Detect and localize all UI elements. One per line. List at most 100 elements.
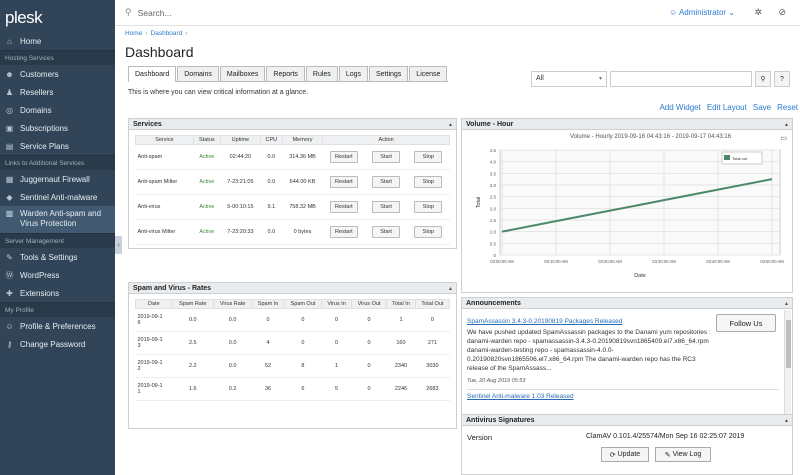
table-cell: 0 [284, 331, 322, 355]
table-cell: 3030 [415, 354, 450, 378]
announcements-scrollbar[interactable] [784, 310, 791, 429]
sidebar-item-wordpress[interactable]: Ⓦ WordPress [0, 266, 115, 284]
filter-select[interactable]: All ▾ [531, 71, 607, 87]
view-log-button[interactable]: ✎ View Log [655, 447, 711, 462]
sidebar-item-customers[interactable]: ☻ Customers [0, 65, 115, 83]
sidebar-item-sentinel-anti-malware[interactable]: ◆ Sentinel Anti-malware [0, 188, 115, 206]
profile-icon: ☺ [5, 321, 14, 331]
stop-button[interactable]: Stop [414, 151, 443, 163]
tab-license[interactable]: License [409, 66, 448, 81]
stop-button[interactable]: Stop [414, 176, 443, 188]
user-menu[interactable]: ☺ Administrator ⌄ [669, 8, 735, 17]
x-tick-label: 03:30:00 AM [652, 259, 676, 264]
signature-version: ClamAV 0.101.4/25574/Mon Sep 16 02:25:07… [586, 433, 745, 440]
restart-button[interactable]: Restart [329, 226, 358, 238]
breadcrumb: Home › Dashboard › [125, 30, 188, 37]
print-icon[interactable]: ▭ [780, 135, 787, 142]
help-icon[interactable]: ⊘ [778, 7, 786, 17]
sidebar-item-tools-settings[interactable]: ✎ Tools & Settings [0, 248, 115, 266]
tab-reports[interactable]: Reports [266, 66, 305, 81]
tab-mailboxes[interactable]: Mailboxes [219, 66, 266, 81]
sidebar-item-change-password[interactable]: ⚷ Change Password [0, 335, 115, 353]
cell-service: Anti-virus Milter [135, 219, 194, 245]
services-table: Service Status Uptime CPU Memory Action Anti-… [135, 135, 450, 245]
sidebar-item-profile-preferences[interactable]: ☺ Profile & Preferences [0, 317, 115, 335]
cell-uptime: 7-23:20:33 [220, 219, 261, 245]
cell-memory: 0 bytes [282, 219, 323, 245]
tab-logs[interactable]: Logs [338, 66, 368, 81]
table-cell: 1 [321, 354, 352, 378]
signatures-panel-header: Antivirus Signatures ▴ [462, 415, 792, 426]
add-widget-link[interactable]: Add Widget [659, 103, 701, 112]
y-tick-label: 4.0 [490, 160, 497, 165]
intro-text: This is where you can view critical info… [128, 89, 309, 96]
edit-layout-link[interactable]: Edit Layout [706, 103, 747, 112]
stop-button[interactable]: Stop [414, 201, 443, 213]
sidebar-item-service-plans[interactable]: ▤ Service Plans [0, 137, 115, 155]
announcements-panel-header: Announcements ▴ [462, 298, 792, 309]
tab-domains[interactable]: Domains [177, 66, 219, 81]
collapse-icon[interactable]: ▴ [784, 417, 788, 424]
user-icon: ☺ [668, 8, 679, 17]
cell-uptime: 02:44:20 [220, 144, 261, 170]
column-header: CPU [259, 135, 283, 145]
collapse-icon[interactable]: ▴ [784, 300, 788, 307]
tab-settings[interactable]: Settings [369, 66, 409, 81]
restart-button[interactable]: Restart [329, 176, 358, 188]
sidebar-item-subscriptions[interactable]: ▣ Subscriptions [0, 119, 115, 137]
global-search[interactable]: ⚲ Search... [115, 7, 172, 18]
breadcrumb-dashboard[interactable]: Dashboard [150, 30, 183, 37]
start-button[interactable]: Start [372, 226, 401, 238]
collapse-icon[interactable]: ▴ [448, 285, 452, 292]
plesk-logo[interactable]: plesk [5, 8, 43, 27]
sidebar-item-warden-anti-spam-and-virus-protection[interactable]: ▩ Warden Anti-spam and Virus Protection [0, 206, 115, 233]
tools-icon: ✎ [6, 252, 13, 262]
sidebar-item-resellers[interactable]: ♟ Resellers [0, 83, 115, 101]
start-button[interactable]: Start [372, 176, 401, 188]
rates-panel-header: Spam and Virus - Rates ▴ [129, 283, 456, 294]
table-cell: 0.2 [213, 377, 252, 401]
key-icon: ⚷ [6, 339, 13, 349]
table-cell: 0 [321, 331, 352, 355]
divider [467, 389, 779, 390]
collapse-icon[interactable]: ▴ [784, 121, 788, 128]
globe-icon: ◎ [6, 105, 13, 115]
search-button[interactable]: ⚲ [755, 71, 771, 87]
filter-search-input[interactable] [610, 71, 752, 87]
follow-us-button[interactable]: Follow Us [716, 314, 776, 332]
update-button[interactable]: ⟳ Update [601, 447, 649, 462]
sidebar-item-home[interactable]: ⌂ Home [0, 32, 115, 50]
puzzle-icon[interactable]: ✲ [754, 7, 762, 17]
table-cell: 1.6 [172, 377, 214, 401]
sidebar-collapse-handle[interactable]: ‹ [115, 236, 122, 254]
refresh-icon: ⟳ [609, 451, 618, 459]
start-button[interactable]: Start [372, 201, 401, 213]
nav-section-header: Hosting Services [0, 50, 115, 65]
tab-rules[interactable]: Rules [305, 66, 338, 81]
cell-status: Active [193, 194, 221, 220]
collapse-icon[interactable]: ▴ [448, 121, 452, 128]
breadcrumb-home[interactable]: Home [125, 30, 143, 37]
restart-button[interactable]: Restart [329, 151, 358, 163]
save-link[interactable]: Save [752, 103, 772, 112]
tab-dashboard[interactable]: Dashboard [128, 66, 177, 82]
cell-service: Anti-spam [135, 144, 194, 170]
sidebar-item-label: Sentinel Anti-malware [20, 192, 98, 202]
column-header: Spam Rate [171, 299, 214, 309]
search-icon: ⚲ [125, 7, 132, 17]
start-button[interactable]: Start [372, 151, 401, 163]
sidebar-item-extensions[interactable]: ✚ Extensions [0, 284, 115, 302]
shield-icon: ◆ [6, 192, 13, 202]
reset-link[interactable]: Reset [777, 103, 798, 112]
tab-bar: Dashboard Domains Mailboxes Reports Rules Log… [128, 66, 449, 82]
signatures-panel: Antivirus Signatures ▴ Version ClamAV 0.… [461, 414, 793, 475]
restart-button[interactable]: Restart [329, 201, 358, 213]
sidebar-item-domains[interactable]: ◎ Domains [0, 101, 115, 119]
announcement-title-link[interactable]: SpamAssassin 3.4.3-0.20190819 Packages R… [467, 318, 623, 325]
stop-button[interactable]: Stop [414, 226, 443, 238]
table-cell: 8 [284, 354, 322, 378]
table-cell: 0 [284, 308, 322, 332]
announcement-title-link[interactable]: Sentinel Anti-malware 1.03 Released [467, 393, 574, 400]
sidebar-item-juggernaut-firewall[interactable]: ▦ Juggernaut Firewall [0, 170, 115, 188]
help-button[interactable]: ? [774, 71, 790, 87]
